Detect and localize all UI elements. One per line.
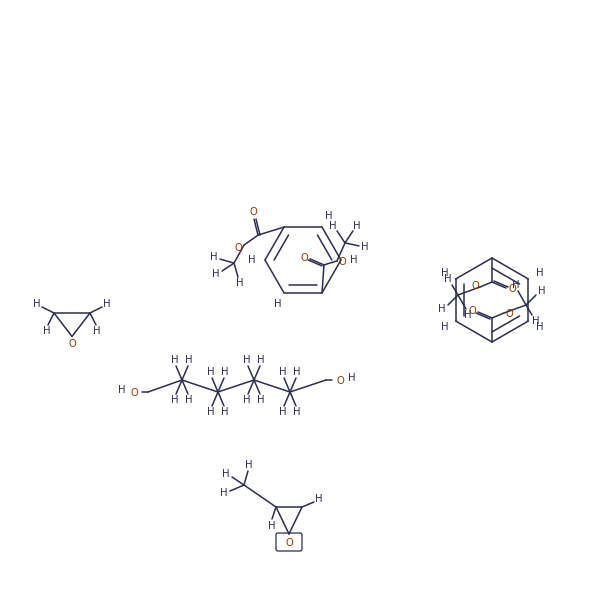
Text: H: H bbox=[257, 395, 265, 405]
Text: H: H bbox=[536, 268, 544, 278]
Text: H: H bbox=[440, 322, 448, 333]
Text: O: O bbox=[68, 339, 76, 349]
Text: O: O bbox=[234, 243, 242, 253]
Text: H: H bbox=[280, 407, 287, 417]
Text: H: H bbox=[171, 395, 179, 405]
Text: H: H bbox=[185, 395, 193, 405]
Text: H: H bbox=[361, 242, 369, 252]
Text: H: H bbox=[212, 269, 220, 279]
Text: H: H bbox=[207, 367, 215, 377]
Text: H: H bbox=[185, 355, 193, 365]
Text: O: O bbox=[468, 306, 476, 316]
Text: O: O bbox=[505, 309, 513, 319]
Text: H: H bbox=[93, 326, 101, 336]
Text: H: H bbox=[103, 299, 111, 309]
Text: H: H bbox=[438, 304, 446, 314]
Text: H: H bbox=[245, 460, 253, 470]
Text: H: H bbox=[536, 322, 544, 333]
Text: H: H bbox=[274, 299, 281, 309]
Text: O: O bbox=[130, 388, 138, 398]
Text: O: O bbox=[471, 281, 479, 291]
Text: H: H bbox=[243, 355, 251, 365]
Text: H: H bbox=[464, 310, 472, 320]
Text: H: H bbox=[221, 407, 229, 417]
Text: H: H bbox=[512, 280, 520, 290]
Text: H: H bbox=[171, 355, 179, 365]
Text: H: H bbox=[222, 469, 229, 479]
Text: O: O bbox=[338, 257, 346, 267]
Text: H: H bbox=[33, 299, 41, 309]
Text: H: H bbox=[532, 316, 540, 326]
Text: H: H bbox=[236, 278, 244, 288]
Text: H: H bbox=[538, 286, 546, 296]
Text: H: H bbox=[315, 494, 323, 504]
Text: H: H bbox=[243, 395, 251, 405]
Text: H: H bbox=[353, 221, 361, 231]
Text: H: H bbox=[350, 255, 358, 265]
Text: H: H bbox=[118, 385, 126, 395]
Text: H: H bbox=[293, 367, 301, 377]
Text: O: O bbox=[249, 207, 257, 217]
Text: O: O bbox=[285, 538, 293, 548]
Text: H: H bbox=[210, 252, 218, 262]
Text: H: H bbox=[325, 211, 332, 221]
Text: H: H bbox=[293, 407, 301, 417]
Text: H: H bbox=[329, 221, 337, 231]
Text: O: O bbox=[508, 284, 516, 294]
Text: H: H bbox=[221, 367, 229, 377]
Text: O: O bbox=[336, 376, 344, 386]
Text: H: H bbox=[221, 488, 228, 498]
Text: H: H bbox=[257, 355, 265, 365]
Text: H: H bbox=[444, 274, 452, 284]
Text: H: H bbox=[348, 373, 356, 383]
Text: O: O bbox=[300, 253, 308, 263]
Text: H: H bbox=[44, 326, 51, 336]
Text: H: H bbox=[268, 521, 276, 531]
Text: H: H bbox=[280, 367, 287, 377]
Text: H: H bbox=[249, 255, 256, 265]
Text: H: H bbox=[440, 268, 448, 278]
Text: H: H bbox=[207, 407, 215, 417]
